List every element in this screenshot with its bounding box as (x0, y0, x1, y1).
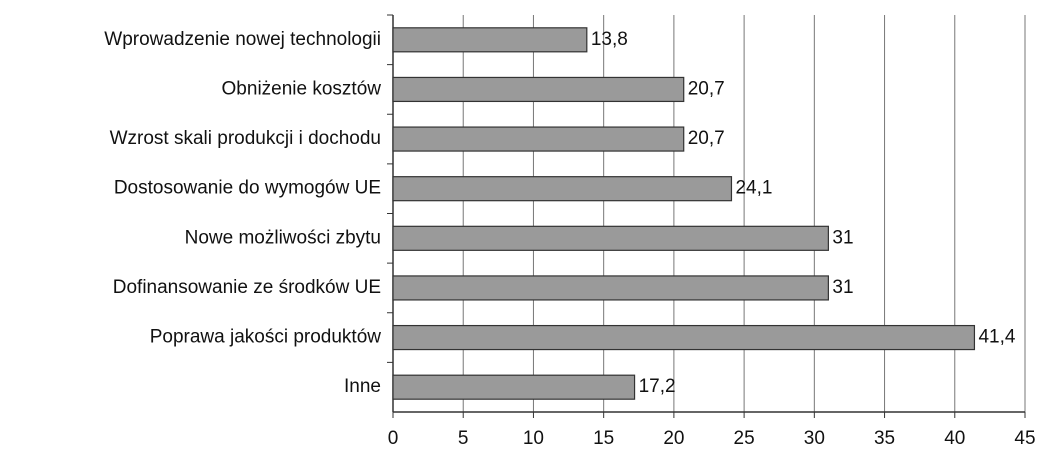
value-label: 31 (832, 277, 853, 298)
value-label: 17,2 (639, 376, 676, 397)
value-label: 31 (832, 227, 853, 248)
x-tick-label: 20 (663, 428, 684, 449)
value-label: 13,8 (591, 29, 628, 50)
x-tick-label: 25 (734, 428, 755, 449)
x-tick-label: 0 (388, 428, 399, 449)
bar (392, 76, 685, 103)
bar (392, 126, 685, 152)
bar (392, 27, 588, 53)
y-tick-label: Dofinansowanie ze środków UE (113, 277, 381, 298)
y-tick-label: Obniżenie kosztów (222, 78, 382, 99)
y-tick-label: Wprowadzenie nowej technologii (104, 29, 381, 50)
x-tick-label: 35 (874, 428, 895, 449)
x-tick-label: 30 (804, 428, 825, 449)
y-tick-label: Inne (344, 376, 381, 397)
x-tick-label: 15 (593, 428, 614, 449)
x-tick-label: 10 (523, 428, 544, 449)
value-label: 24,1 (735, 178, 772, 199)
bar (392, 275, 829, 301)
x-tick-label: 40 (944, 428, 965, 449)
y-tick-label: Wzrost skali produkcji i dochodu (110, 128, 381, 149)
value-label: 20,7 (688, 78, 725, 99)
bar (392, 176, 733, 202)
bar (392, 225, 829, 251)
x-tick-label: 5 (458, 428, 469, 449)
y-tick-label: Poprawa jakości produktów (150, 327, 382, 348)
x-tick-label: 45 (1014, 428, 1035, 449)
value-label: 20,7 (688, 128, 725, 149)
y-tick-label: Nowe możliwości zbytu (185, 227, 381, 248)
value-label: 41,4 (978, 327, 1015, 348)
y-tick-label: Dostosowanie do wymogów UE (114, 178, 381, 199)
bar (392, 324, 976, 351)
bar (392, 374, 636, 400)
